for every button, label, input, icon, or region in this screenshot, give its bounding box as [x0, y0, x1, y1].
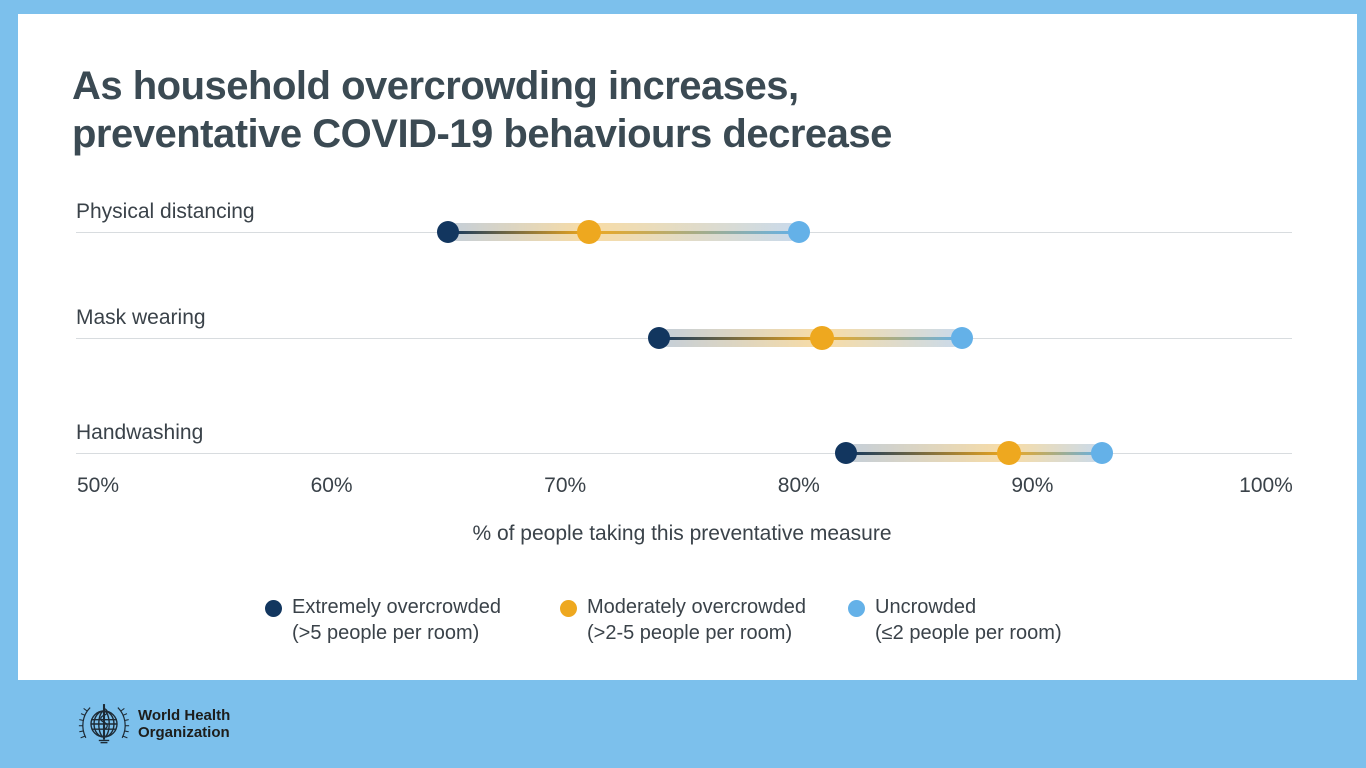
data-point-dot: [834, 442, 857, 464]
x-axis-caption: % of people taking this preventative mea…: [472, 522, 892, 545]
x-axis-tick-label: 50%: [76, 474, 120, 497]
legend-item: Uncrowded (≤2 people per room): [848, 594, 1062, 646]
who-org-line2: Organization: [138, 724, 230, 741]
legend-label-line2: (≤2 people per room): [875, 622, 1062, 644]
legend-label-line1: Extremely overcrowded: [292, 596, 501, 618]
legend-label: Moderately overcrowded (>2-5 people per r…: [587, 594, 806, 646]
legend-label: Extremely overcrowded (>5 people per room…: [292, 594, 501, 646]
row-label: Physical distancing: [76, 200, 255, 223]
row-connector-line: [448, 231, 799, 234]
x-axis-tick-label: 70%: [544, 474, 587, 497]
row-connector-line: [845, 452, 1103, 455]
data-point-dot: [787, 221, 810, 243]
x-axis-tick-label: 80%: [777, 474, 820, 497]
data-point-dot: [1091, 442, 1114, 464]
legend-dot-icon: [265, 600, 282, 617]
data-point-dot: [437, 221, 460, 243]
data-point-dot: [576, 220, 601, 244]
chart-title: As household overcrowding increases, pre…: [72, 62, 892, 158]
row-label: Mask wearing: [76, 306, 206, 329]
legend-item: Extremely overcrowded (>5 people per room…: [265, 594, 501, 646]
who-logo-text: World Health Organization: [138, 707, 230, 741]
who-org-line1: World Health: [138, 707, 231, 724]
legend-dot-icon: [560, 600, 577, 617]
data-point-dot: [951, 327, 974, 349]
legend-item: Moderately overcrowded (>2-5 people per r…: [560, 594, 806, 646]
legend-label-line2: (>5 people per room): [292, 622, 480, 644]
legend-label-line2: (>2-5 people per room): [587, 622, 793, 644]
legend-dot-icon: [848, 600, 865, 617]
data-point-dot: [647, 327, 670, 349]
row-baseline: [76, 453, 1292, 454]
legend-label: Uncrowded (≤2 people per room): [875, 594, 1062, 646]
chart-title-line2: preventative COVID-19 behaviours decreas…: [72, 112, 892, 156]
x-axis-tick-label: 90%: [1011, 474, 1054, 497]
legend-label-line1: Uncrowded: [875, 596, 977, 618]
legend-label-line1: Moderately overcrowded: [587, 596, 806, 618]
data-point-dot: [997, 441, 1022, 465]
who-footer: World Health Organization: [78, 698, 230, 750]
chart-title-line1: As household overcrowding increases,: [72, 64, 799, 108]
x-axis-tick-label: 100%: [1239, 474, 1293, 497]
x-axis-tick-label: 60%: [310, 474, 353, 497]
chart-card: As household overcrowding increases, pre…: [18, 14, 1357, 680]
data-point-dot: [810, 326, 835, 350]
who-logo-icon: [78, 704, 130, 744]
row-label: Handwashing: [76, 421, 204, 444]
